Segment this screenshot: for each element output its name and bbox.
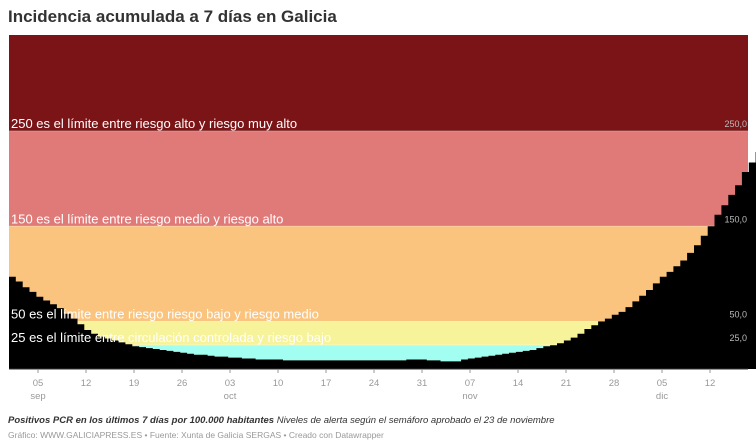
x-tick-label: 19: [129, 378, 140, 389]
x-tick-label: 21: [561, 378, 572, 389]
x-tick-label: 05: [33, 378, 44, 389]
x-tick-label: 07: [465, 378, 476, 389]
incidence-series: [9, 152, 756, 369]
band-label: 25 es el límite entre circulación contro…: [11, 330, 331, 345]
x-tick-label: 14: [513, 378, 524, 389]
x-tick-label: 28: [609, 378, 620, 389]
x-tick-label: 10: [273, 378, 284, 389]
x-tick-label: 24: [369, 378, 380, 389]
x-axis-ticks: 05 sep 12 19 26 03 oct 10 17 24 31 07 nov 14 21 28 05 dic…: [30, 369, 715, 402]
x-tick-month: sep: [30, 391, 45, 402]
band-2: [9, 226, 748, 322]
x-tick-label: 03: [225, 378, 236, 389]
band-label: 250 es el límite entre riesgo alto y rie…: [11, 116, 297, 131]
threshold-label: 50,0: [729, 309, 747, 319]
description-bold: Positivos PCR en los últimos 7 días por …: [8, 415, 275, 426]
x-tick-month: nov: [462, 391, 478, 402]
threshold-value-labels: 250,0 150,0 50,0 25,0: [724, 119, 747, 343]
band-labels: 250 es el límite entre riesgo alto y rie…: [11, 116, 331, 345]
x-tick-month: oct: [224, 391, 237, 402]
band-label: 150 es el límite entre riesgo medio y ri…: [11, 211, 283, 226]
x-tick-label: 12: [705, 378, 716, 389]
band-1: [9, 131, 748, 227]
x-tick-label: 17: [321, 378, 332, 389]
description-rest: Niveles de alerta según el semáforo apro…: [276, 415, 555, 426]
chart-credits: Gráfico: WWW.GALICIAPRESS.ES • Fuente: X…: [8, 430, 384, 440]
x-tick-label: 12: [81, 378, 92, 389]
x-tick-label: 31: [417, 378, 428, 389]
chart-description: Positivos PCR en los últimos 7 días por …: [8, 415, 555, 426]
threshold-label: 25,0: [729, 333, 747, 343]
band-3: [9, 321, 748, 346]
band-label: 50 es el límite entre riesgo riesgo bajo…: [11, 306, 319, 321]
x-tick-month: dic: [656, 391, 668, 402]
x-tick-label: 05: [657, 378, 668, 389]
x-tick-label: 26: [177, 378, 188, 389]
band-0: [9, 35, 748, 132]
threshold-label: 150,0: [724, 214, 747, 224]
series-area: [9, 152, 756, 369]
threshold-label: 250,0: [724, 119, 747, 129]
chart-title: Incidencia acumulada a 7 días en Galicia: [8, 7, 337, 26]
